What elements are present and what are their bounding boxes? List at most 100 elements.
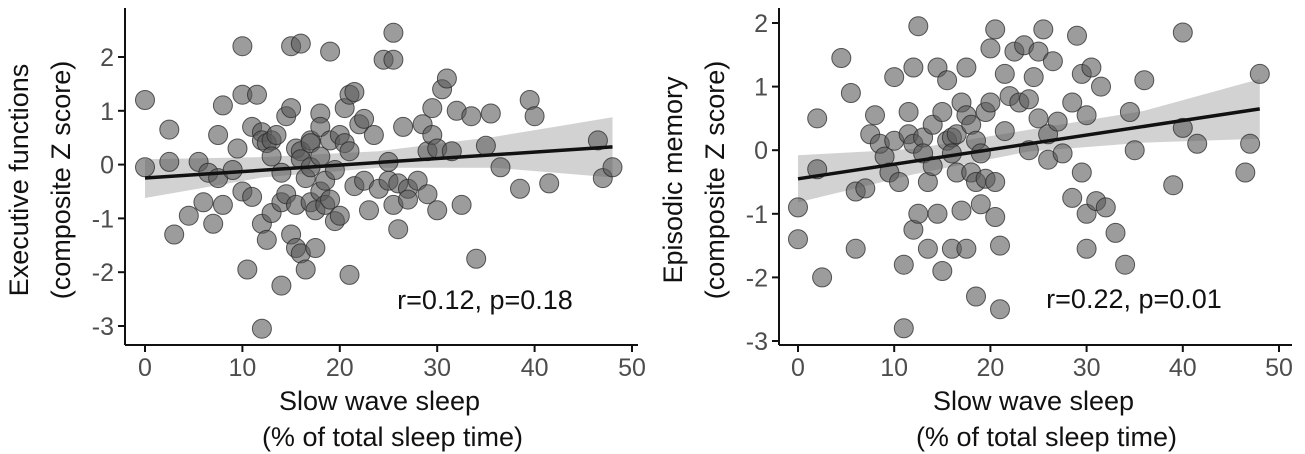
x-tick-label: 50	[1265, 354, 1293, 382]
y-tick-label: 0	[754, 137, 768, 165]
data-point	[290, 33, 311, 54]
data-point	[1067, 25, 1087, 46]
data-point	[159, 119, 180, 140]
data-point	[807, 108, 828, 129]
data-point	[1028, 108, 1049, 129]
data-point	[417, 184, 438, 205]
data-point	[1047, 111, 1068, 132]
y-axis-subtitle: (composite Z score)	[46, 61, 76, 300]
x-tick-label: 40	[1169, 354, 1197, 382]
x-tick-label: 10	[880, 354, 908, 382]
data-point	[247, 84, 267, 105]
data-point	[932, 102, 953, 122]
data-point	[1091, 76, 1111, 97]
x-tick-label: 40	[521, 354, 549, 382]
data-point	[295, 259, 316, 280]
data-point	[602, 157, 623, 178]
y-tick-label: 2	[754, 10, 768, 38]
data-point	[932, 261, 953, 281]
y-axis-title: Episodic memory	[658, 76, 688, 284]
data-point	[237, 259, 258, 280]
data-point	[1018, 89, 1039, 110]
data-point	[893, 318, 914, 339]
data-point	[271, 162, 292, 183]
data-point	[490, 157, 511, 178]
data-point	[898, 102, 919, 122]
x-tick-label: 50	[618, 354, 646, 382]
data-point	[363, 125, 384, 145]
data-point	[510, 178, 530, 199]
data-point	[212, 95, 233, 116]
y-tick-label: -1	[92, 205, 114, 233]
data-point	[383, 49, 404, 70]
y-tick-label: 1	[100, 98, 114, 126]
data-point	[1119, 102, 1140, 122]
executive-functions-panel: 0 10 20 30 40 50 -3 -2 -1 0 1 2 Slow wave sleep (% of…	[4, 8, 646, 452]
x-tick-label: 0	[791, 354, 805, 382]
data-point	[256, 229, 277, 250]
correlation-annotation: r=0.22, p=0.01	[1046, 284, 1222, 314]
data-point	[305, 238, 326, 258]
data-point	[320, 189, 341, 210]
data-point	[1163, 175, 1184, 196]
x-axis-title: Slow wave sleep	[279, 386, 480, 416]
data-point	[135, 90, 155, 110]
data-point	[539, 173, 560, 194]
data-point	[271, 275, 292, 296]
x-tick-label: 30	[1073, 354, 1101, 382]
data-point	[845, 238, 866, 259]
data-point	[310, 116, 331, 137]
data-point	[393, 116, 414, 137]
data-point	[1062, 187, 1083, 208]
data-point	[178, 205, 199, 226]
data-point	[427, 200, 448, 221]
regression-line	[797, 107, 1261, 181]
data-point	[451, 194, 472, 215]
data-point	[461, 106, 482, 127]
data-point	[475, 135, 496, 156]
x-tick-label: 30	[423, 354, 451, 382]
data-point	[1172, 117, 1193, 138]
data-point	[329, 205, 350, 226]
data-point	[480, 103, 501, 124]
data-point	[1028, 41, 1049, 62]
data-point	[855, 178, 876, 199]
x-tick-label: 20	[976, 354, 1004, 382]
data-point	[985, 19, 1006, 40]
data-point	[831, 48, 852, 68]
data-point	[980, 92, 1001, 113]
confidence-band	[145, 117, 613, 198]
x-tick-label: 10	[228, 354, 256, 382]
y-tick-label: -2	[92, 259, 114, 287]
data-point	[994, 121, 1015, 142]
data-point	[1235, 162, 1256, 183]
correlation-annotation: r=0.12, p=0.18	[397, 285, 573, 315]
data-point	[865, 105, 885, 126]
y-tick-label: -2	[746, 264, 768, 292]
data-point	[266, 125, 287, 145]
data-point	[1105, 222, 1126, 243]
data-point	[1134, 70, 1155, 91]
data-point	[966, 286, 986, 307]
data-point	[242, 186, 263, 207]
data-point	[788, 197, 808, 218]
x-axis-subtitle: (% of total sleep time)	[916, 422, 1177, 452]
data-point	[1076, 105, 1097, 126]
x-tick-label: 0	[138, 354, 152, 382]
data-point	[208, 125, 229, 145]
y-axis-title: Executive functions	[4, 64, 34, 297]
data-point	[159, 151, 180, 172]
episodic-memory-panel: 0 10 20 30 40 50 -3 -2 -1 0 1 2 Slow wave sleep (% of…	[658, 8, 1293, 452]
data-point	[1095, 197, 1116, 218]
data-point	[946, 124, 967, 145]
data-point	[354, 108, 375, 129]
data-point	[164, 224, 185, 245]
data-point	[1062, 92, 1083, 113]
data-point	[1042, 51, 1063, 72]
data-point	[339, 264, 360, 285]
data-point	[908, 16, 929, 37]
data-point	[407, 170, 428, 191]
data-point	[812, 267, 833, 288]
data-point	[884, 67, 905, 88]
data-point	[994, 63, 1015, 84]
